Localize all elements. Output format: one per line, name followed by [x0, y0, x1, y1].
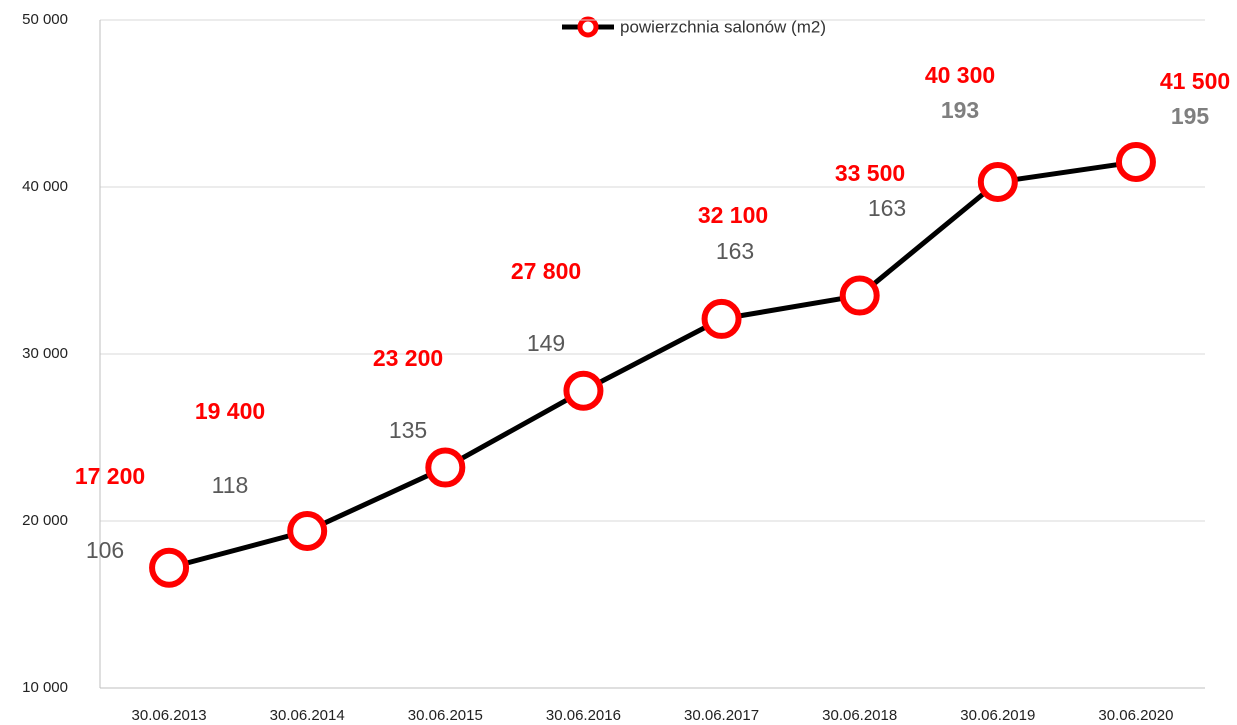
data-label: 163: [868, 195, 906, 221]
y-tick-label: 10 000: [22, 679, 68, 696]
y-tick-label: 40 000: [22, 178, 68, 195]
x-tick-label: 30.06.2020: [1098, 707, 1173, 724]
marker: [563, 370, 604, 411]
data-label: 23 200: [373, 345, 443, 371]
data-label: 40 300: [925, 62, 995, 88]
x-tick-label: 30.06.2015: [408, 707, 483, 724]
data-label: 32 100: [698, 202, 768, 228]
x-tick-label: 30.06.2014: [270, 707, 345, 724]
marker: [839, 275, 880, 316]
legend-label: powierzchnia salonów (m2): [620, 17, 826, 36]
marker: [977, 161, 1018, 202]
marker: [701, 298, 742, 339]
y-tick-label: 20 000: [22, 512, 68, 529]
data-label: 27 800: [511, 258, 581, 284]
marker: [425, 447, 466, 488]
x-tick-label: 30.06.2019: [960, 707, 1035, 724]
data-label: 163: [716, 238, 754, 264]
x-tick-label: 30.06.2018: [822, 707, 897, 724]
x-tick-label: 30.06.2016: [546, 707, 621, 724]
marker: [1115, 141, 1156, 182]
y-tick-label: 30 000: [22, 345, 68, 362]
data-label: 135: [389, 417, 427, 443]
data-label: 195: [1171, 103, 1210, 129]
data-label: 106: [86, 537, 124, 563]
legend-marker: [577, 16, 599, 38]
data-label: 33 500: [835, 160, 905, 186]
data-label: 19 400: [195, 398, 265, 424]
x-tick-label: 30.06.2017: [684, 707, 759, 724]
data-label: 41 500: [1160, 68, 1230, 94]
line: [168, 159, 1137, 571]
x-tick-label: 30.06.2013: [132, 707, 207, 724]
data-label: 17 200: [75, 463, 145, 489]
marker: [287, 511, 328, 552]
y-tick-label: 50 000: [22, 11, 68, 28]
marker: [149, 547, 190, 588]
data-label: 149: [527, 330, 565, 356]
legend: powierzchnia salonów (m2): [562, 16, 826, 38]
data-label: 118: [212, 472, 249, 498]
data-label: 193: [941, 97, 979, 123]
